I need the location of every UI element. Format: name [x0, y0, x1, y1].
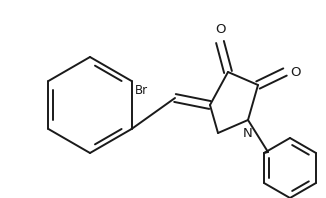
- Text: Br: Br: [135, 84, 148, 97]
- Text: O: O: [215, 23, 225, 36]
- Text: N: N: [243, 127, 253, 140]
- Text: O: O: [290, 66, 301, 78]
